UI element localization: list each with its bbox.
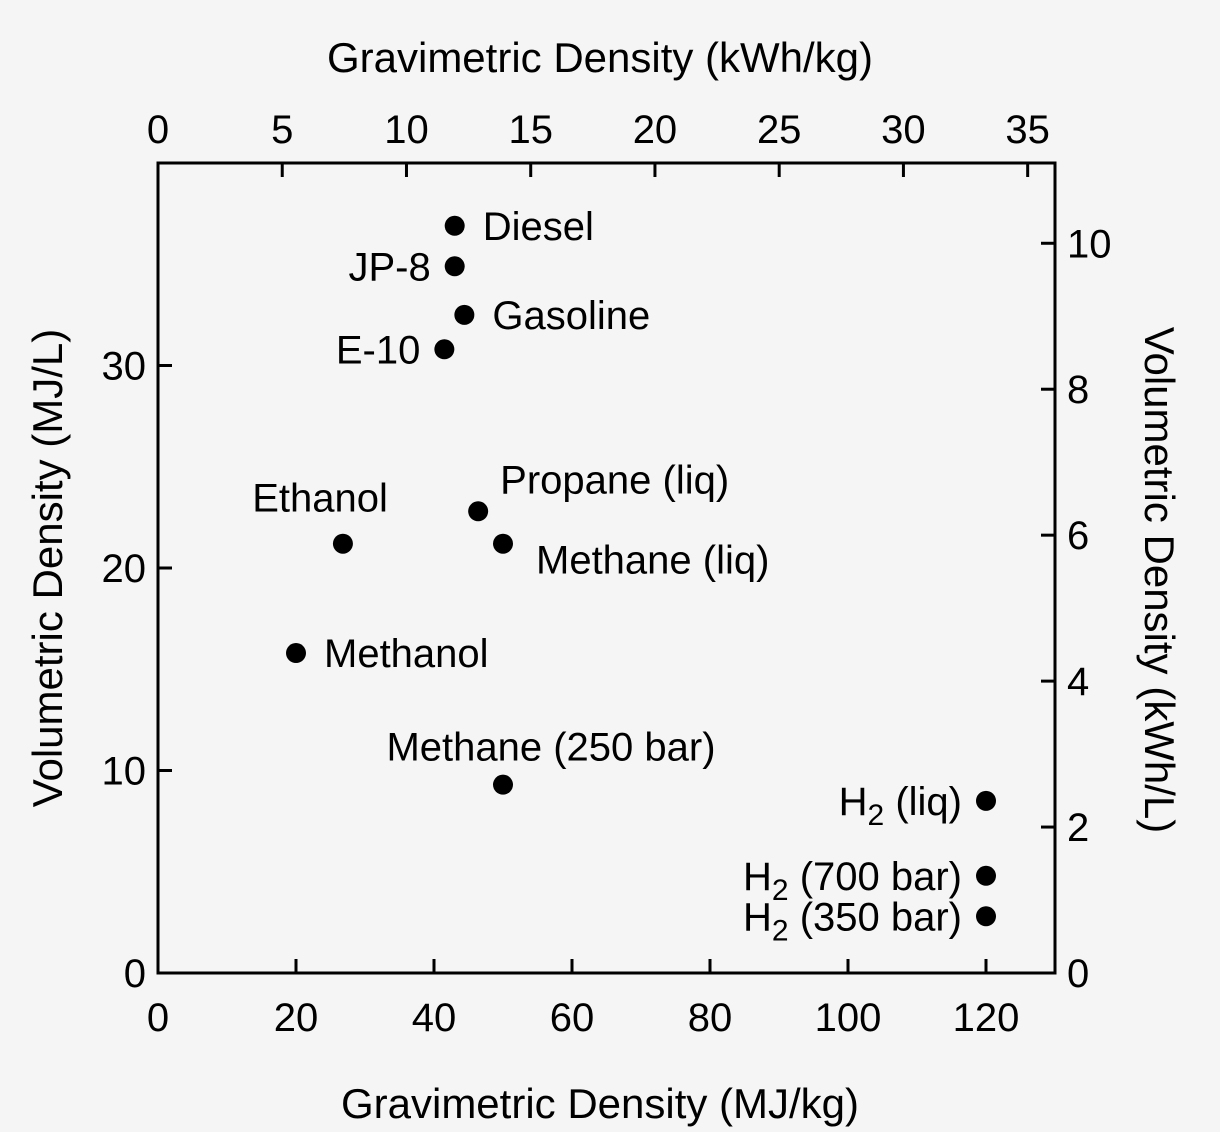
point-label: Gasoline xyxy=(492,294,650,338)
point-label: H2 (700 bar) xyxy=(743,855,962,907)
y-right-axis-title: Volumetric Density (kWh/L) xyxy=(1136,327,1183,833)
data-point xyxy=(332,533,353,554)
y-right-tick-label: 4 xyxy=(1067,660,1089,704)
x-top-tick-label: 0 xyxy=(147,108,169,152)
y-right-tick-label: 8 xyxy=(1067,368,1089,412)
x-top-axis-title: Gravimetric Density (kWh/kg) xyxy=(327,34,873,81)
y-right-tick-label: 6 xyxy=(1067,514,1089,558)
x-bottom-tick-label: 40 xyxy=(412,996,457,1040)
data-point xyxy=(454,304,475,325)
data-point xyxy=(493,774,513,795)
y-left-tick-label: 10 xyxy=(102,750,147,794)
x-bottom-axis-title: Gravimetric Density (MJ/kg) xyxy=(341,1080,859,1127)
x-top-tick-label: 35 xyxy=(1005,108,1050,152)
point-label: Methane (liq) xyxy=(536,539,769,583)
x-top-tick-label: 25 xyxy=(757,108,802,152)
y-left-axis-title: Volumetric Density (MJ/L) xyxy=(24,329,71,807)
point-label: Methane (250 bar) xyxy=(386,726,715,770)
x-bottom-tick-label: 100 xyxy=(815,996,882,1040)
x-bottom-tick-label: 120 xyxy=(953,996,1020,1040)
data-point xyxy=(286,643,306,664)
point-label: JP-8 xyxy=(348,245,430,289)
point-label: Ethanol xyxy=(252,477,388,521)
x-top-tick-label: 15 xyxy=(508,108,553,152)
y-left-tick-label: 0 xyxy=(124,952,146,996)
y-right-tick-label: 2 xyxy=(1067,806,1089,850)
x-top-tick-label: 10 xyxy=(384,108,429,152)
point-label: H2 (350 bar) xyxy=(743,895,962,947)
data-point xyxy=(468,501,489,522)
data-point xyxy=(434,339,455,360)
y-right-tick-label: 0 xyxy=(1067,952,1089,996)
data-point xyxy=(493,533,513,554)
y-left-tick-label: 20 xyxy=(102,547,147,591)
x-bottom-tick-label: 60 xyxy=(550,996,595,1040)
point-label: Diesel xyxy=(483,205,594,249)
point-label: Methanol xyxy=(324,632,489,676)
point-label: E-10 xyxy=(336,328,421,372)
x-bottom-tick-label: 80 xyxy=(688,996,733,1040)
y-left-tick-label: 30 xyxy=(102,345,147,389)
data-point xyxy=(976,790,996,811)
x-top-tick-label: 5 xyxy=(271,108,293,152)
x-bottom-tick-label: 20 xyxy=(274,996,319,1040)
point-label: Propane (liq) xyxy=(500,458,729,502)
data-point xyxy=(976,906,996,927)
x-top-tick-label: 20 xyxy=(633,108,678,152)
data-point xyxy=(444,215,465,236)
data-points: Diesel JP-8 Gasoline E-10 Propane (liq) Ethan… xyxy=(252,205,996,947)
x-bottom-tick-label: 0 xyxy=(147,996,169,1040)
point-label: H2 (liq) xyxy=(839,780,962,832)
data-point xyxy=(444,256,465,277)
data-point xyxy=(976,865,996,886)
axis-ticks: 0 20 40 60 80 100 120 0 5 10 15 20 25 30 35 0 10 20 30 0 2 4 6… xyxy=(102,108,1112,1040)
x-top-tick-label: 30 xyxy=(881,108,926,152)
y-right-tick-label: 10 xyxy=(1067,222,1112,266)
